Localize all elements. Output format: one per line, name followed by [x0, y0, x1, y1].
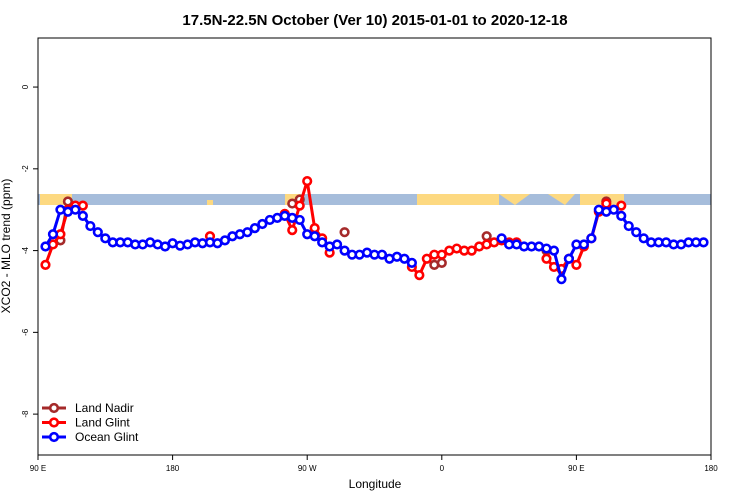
y-tick-label: -4	[21, 246, 30, 254]
data-point	[287, 225, 298, 236]
ocean-band	[38, 194, 711, 205]
data-point	[47, 229, 59, 240]
data-point	[242, 227, 253, 238]
data-point	[92, 227, 103, 238]
series	[40, 204, 709, 285]
data-point	[578, 239, 589, 250]
data-point	[317, 237, 328, 248]
data-point	[219, 235, 231, 246]
data-point	[481, 231, 492, 242]
data-point	[302, 175, 313, 187]
data-point	[616, 210, 627, 221]
data-point	[70, 204, 81, 215]
data-point	[309, 223, 320, 234]
legend-marker	[48, 402, 60, 414]
data-point	[414, 270, 425, 281]
data-point	[339, 245, 350, 256]
legend-label: Land Nadir	[75, 401, 134, 415]
chart-title: 17.5N-22.5N October (Ver 10) 2015-01-01 …	[182, 12, 567, 29]
legend-label: Ocean Glint	[75, 430, 139, 444]
data-point	[294, 214, 305, 226]
data-point	[40, 241, 51, 252]
data-point	[563, 253, 575, 264]
data-point	[631, 227, 642, 238]
data-point	[608, 204, 619, 215]
y-axis-label: XCO2 - MLO trend (ppm)	[0, 179, 13, 314]
x-axis-label: Longitude	[349, 477, 402, 491]
data-point	[376, 249, 388, 260]
data-point	[421, 253, 432, 264]
data-point	[601, 198, 612, 209]
data-point	[257, 218, 268, 230]
data-point	[586, 233, 597, 244]
data-point	[309, 231, 320, 242]
data-point	[77, 210, 88, 221]
land-segment	[207, 200, 213, 205]
data-point	[496, 233, 507, 244]
legend-label: Land Glint	[75, 416, 130, 430]
data-point	[571, 259, 582, 270]
y-tick-label: -2	[21, 165, 30, 173]
data-point	[100, 233, 111, 244]
data-point	[40, 259, 51, 270]
data-point	[698, 237, 709, 248]
data-point	[466, 245, 477, 256]
data-point	[294, 200, 305, 211]
data-point	[556, 274, 567, 285]
data-point	[339, 227, 350, 238]
x-tick-label: 90 E	[30, 464, 46, 473]
x-tick-label: 0	[440, 464, 445, 473]
y-tick-label: -6	[21, 328, 30, 336]
land-segment	[417, 194, 499, 205]
data-point	[548, 245, 560, 256]
land-segment	[499, 194, 530, 205]
x-tick-label: 180	[166, 464, 180, 473]
x-tick-label: 90 W	[298, 464, 317, 473]
y-tick-label: 0	[21, 84, 30, 89]
land-segment	[548, 194, 575, 205]
series	[40, 175, 627, 281]
series	[55, 194, 612, 270]
data-point	[436, 249, 447, 260]
data-point	[249, 223, 260, 234]
data-point	[85, 220, 96, 232]
plot-frame	[37, 37, 712, 456]
data-point	[406, 257, 417, 268]
legend-marker	[48, 417, 60, 428]
data-point	[616, 200, 627, 211]
data-point	[77, 200, 88, 211]
data-point	[638, 233, 649, 244]
land-segment	[40, 194, 72, 205]
y-tick-label: -8	[21, 410, 30, 418]
legend-marker	[48, 431, 60, 443]
data-point	[332, 239, 343, 250]
data-point	[623, 220, 634, 232]
x-tick-label: 90 E	[568, 464, 584, 473]
data-point	[541, 253, 552, 264]
x-tick-label: 180	[704, 464, 718, 473]
data-point	[436, 257, 447, 268]
data-point	[399, 253, 410, 264]
